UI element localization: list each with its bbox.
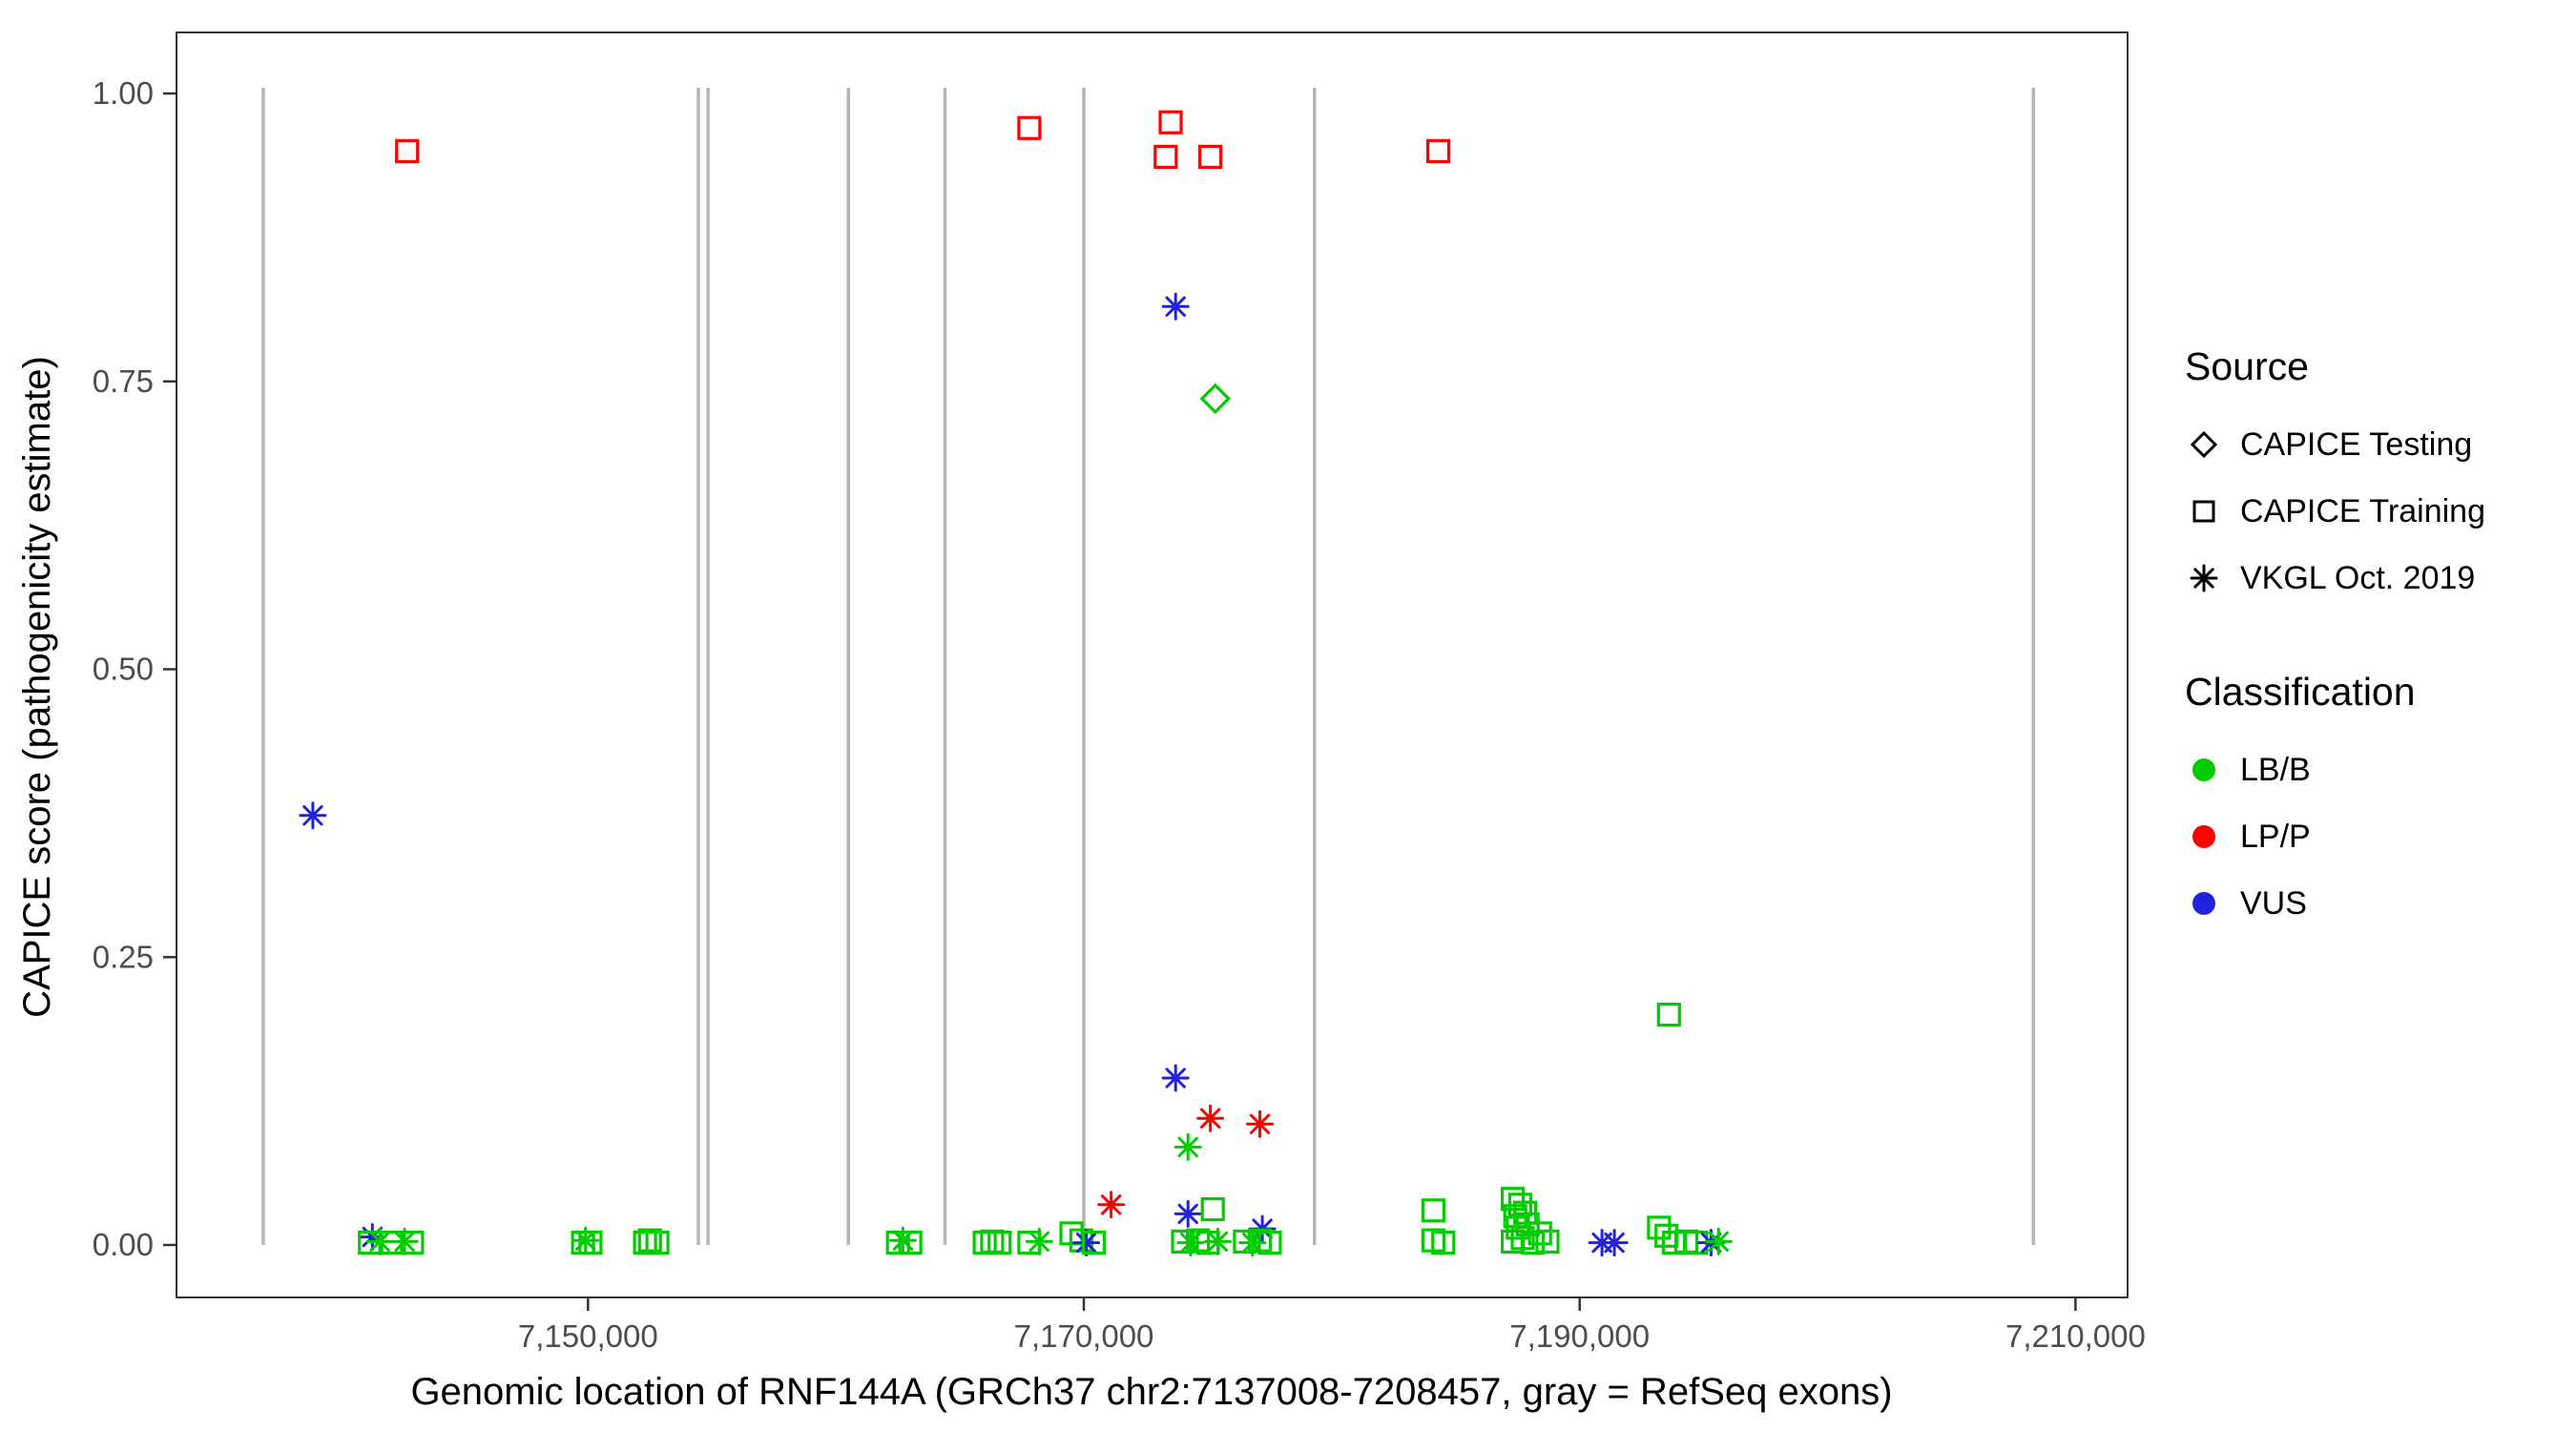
data-point (987, 1230, 1012, 1255)
data-point (1072, 1229, 1101, 1257)
legend-item-label: LB/B (2240, 751, 2311, 788)
data-point (637, 1228, 662, 1253)
data-point (1704, 1227, 1733, 1255)
diamond-icon (2190, 430, 2218, 459)
data-point (1500, 1187, 1526, 1212)
data-point (365, 1227, 394, 1255)
y-tick-label: 0.25 (93, 939, 154, 974)
x-tick-label: 7,210,000 (2005, 1318, 2146, 1354)
data-point (1661, 1230, 1687, 1255)
data-point (1174, 1132, 1202, 1161)
data-point (1527, 1221, 1552, 1246)
data-point (888, 1226, 917, 1255)
legend-group-classification: Classification LB/B LP/P VUS (2185, 670, 2485, 937)
x-tick-label: 7,150,000 (518, 1318, 658, 1354)
data-point (1199, 383, 1232, 415)
data-point (1197, 144, 1223, 169)
data-point (1161, 292, 1190, 321)
data-points-layer (299, 110, 1733, 1257)
data-point (1203, 1227, 1232, 1255)
y-tick-label: 0.75 (93, 363, 154, 399)
data-point (571, 1226, 600, 1255)
data-point (395, 138, 420, 163)
classification-dot (2192, 825, 2215, 849)
y-tick-label: 0.50 (93, 652, 154, 687)
data-point (1535, 1229, 1560, 1255)
classification-dot (2192, 758, 2215, 782)
data-point (1654, 1223, 1679, 1248)
legend-item-label: CAPICE Training (2240, 492, 2485, 529)
data-point (578, 1230, 603, 1255)
legend: Source CAPICE Testing CAPICE Training VK… (2185, 344, 2485, 937)
data-point (1081, 1230, 1107, 1255)
data-point (1025, 1227, 1053, 1255)
data-point (645, 1230, 670, 1255)
legend-item-label: VUS (2240, 884, 2307, 922)
data-point (1600, 1229, 1629, 1257)
legend-item-capice-training: CAPICE Training (2185, 478, 2485, 545)
legend-item-lpp: LP/P (2185, 803, 2485, 870)
exon-lines-layer (261, 88, 2036, 1245)
data-point (1158, 110, 1183, 135)
data-point (972, 1230, 997, 1255)
legend-item-label: LP/P (2240, 818, 2311, 855)
plot-panel-border (176, 31, 2129, 1298)
x-tick-label: 7,170,000 (1014, 1318, 1154, 1354)
data-point (358, 1223, 386, 1252)
data-point (1153, 144, 1178, 169)
data-point (1097, 1191, 1126, 1219)
data-point (1246, 1110, 1274, 1138)
data-point (898, 1230, 923, 1255)
data-point (1200, 1196, 1225, 1222)
legend-item-lbb: LB/B (2185, 736, 2485, 803)
data-point (980, 1229, 1005, 1255)
legend-item-vkgl: VKGL Oct. 2019 (2185, 545, 2485, 612)
classification-dot (2192, 892, 2215, 916)
legend-group-source: Source CAPICE Testing CAPICE Training VK… (2185, 344, 2485, 612)
y-tick-label: 0.00 (93, 1227, 154, 1262)
axis-ticks-layer: 7,150,000 7,170,000 7,190,000 7,210,000 0.00… (93, 75, 2146, 1354)
data-point (1425, 138, 1451, 163)
data-point (1431, 1230, 1456, 1255)
data-point (1421, 1198, 1446, 1223)
data-point (1257, 1230, 1282, 1255)
data-point (1176, 1229, 1205, 1257)
x-axis-title: Genomic location of RNF144A (GRCh37 chr2… (410, 1371, 1892, 1413)
legend-classification-title: Classification (2185, 670, 2416, 715)
data-point (1017, 115, 1042, 140)
asterisk-icon (2190, 564, 2218, 592)
legend-item-vus: VUS (2185, 870, 2485, 937)
data-point (885, 1230, 910, 1255)
blue-dot-icon (2192, 892, 2215, 916)
legend-item-label: CAPICE Testing (2240, 425, 2473, 463)
legend-source-title: Source (2185, 344, 2309, 388)
legend-item-label: VKGL Oct. 2019 (2240, 559, 2476, 596)
x-tick-label: 7,190,000 (1509, 1318, 1650, 1354)
data-point (633, 1230, 657, 1255)
data-point (1238, 1229, 1267, 1257)
y-axis-title: CAPICE score (pathogenicity estimate) (16, 356, 58, 1018)
data-point (390, 1227, 419, 1255)
data-point (1069, 1228, 1094, 1253)
data-point (1647, 1215, 1672, 1240)
red-dot-icon (2192, 825, 2215, 849)
data-point (400, 1230, 425, 1255)
data-point (299, 801, 327, 830)
data-point (1656, 1002, 1681, 1027)
y-tick-label: 1.00 (93, 75, 154, 111)
data-point (1161, 1064, 1190, 1092)
data-point (1174, 1199, 1202, 1228)
data-point (1196, 1104, 1225, 1132)
legend-item-capice-testing: CAPICE Testing (2185, 411, 2485, 478)
square-icon (2192, 500, 2215, 523)
green-dot-icon (2192, 758, 2215, 782)
